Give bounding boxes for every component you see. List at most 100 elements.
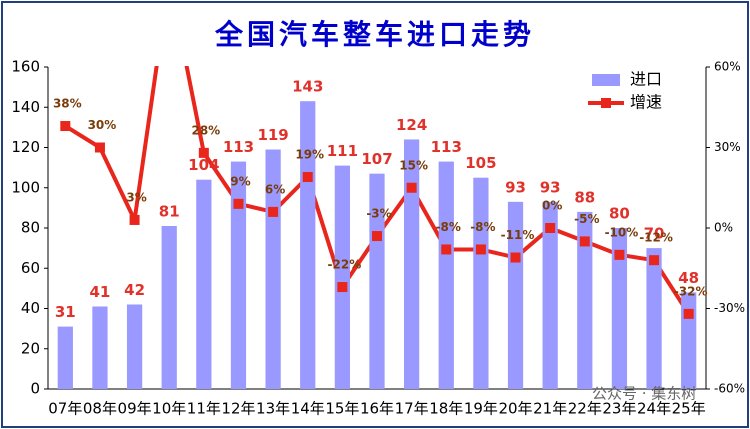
line-value-label: 9%	[230, 174, 250, 188]
bar	[57, 326, 73, 389]
legend-swatch	[601, 98, 611, 108]
line-value-label: 3%	[126, 190, 146, 204]
bar-value-label: 104	[188, 156, 219, 174]
bar-value-label: 31	[55, 303, 76, 321]
bar-value-label: 80	[609, 205, 630, 223]
bar-value-label: 70	[644, 225, 665, 243]
x-tick-label: 18年	[429, 400, 463, 418]
bar	[438, 161, 454, 389]
y2-tick-label: 30%	[714, 140, 741, 154]
x-tick-label: 15年	[325, 400, 359, 418]
y2-tick-label: 60%	[714, 60, 741, 74]
x-tick-label: 19年	[464, 400, 498, 418]
bar	[542, 201, 558, 389]
line-marker	[198, 147, 209, 158]
bar	[126, 304, 143, 389]
bar	[196, 179, 212, 389]
bar	[404, 139, 420, 389]
line-value-label: -12%	[639, 231, 673, 245]
line-value-label: -11%	[501, 228, 535, 242]
x-tick-label: 23年	[602, 400, 636, 418]
line-value-label: -32%	[674, 284, 708, 298]
bar-value-label: 93	[540, 178, 561, 196]
bar	[161, 225, 177, 389]
bar	[507, 201, 524, 389]
line-marker	[683, 308, 694, 319]
bar-value-label: 113	[431, 138, 462, 156]
line-marker	[649, 255, 660, 266]
bar	[230, 161, 247, 389]
line-marker	[337, 282, 348, 293]
x-tick-label: 09年	[118, 400, 152, 418]
line-marker	[475, 244, 486, 255]
line-marker	[233, 198, 244, 209]
x-tick-label: 22年	[568, 400, 602, 418]
y-tick-label: 20	[21, 339, 40, 357]
y-tick-label: 160	[11, 58, 40, 76]
line-marker	[302, 172, 313, 183]
bar	[646, 248, 662, 389]
bar-value-label: 105	[465, 154, 496, 172]
y2-tick-label: 0%	[714, 221, 733, 235]
bar-value-label: 42	[124, 281, 145, 299]
bar	[473, 177, 489, 389]
line-marker	[94, 142, 105, 153]
x-tick-label: 10年	[152, 400, 186, 418]
line-value-label: 0%	[542, 199, 562, 213]
line-marker	[545, 223, 556, 233]
y-tick-label: 80	[21, 219, 40, 237]
bar-value-label: 124	[396, 116, 427, 134]
bar	[300, 101, 316, 390]
bar	[681, 292, 697, 389]
bar-value-label: 41	[90, 283, 111, 301]
y-tick-label: 140	[11, 98, 40, 116]
x-tick-label: 25年	[672, 400, 706, 418]
bar-value-label: 107	[361, 150, 392, 168]
watermark: 公众号 · 集东树	[592, 385, 696, 403]
line-marker	[510, 252, 521, 263]
line-value-label: 28%	[191, 123, 220, 137]
x-tick-label: 08年	[83, 400, 117, 418]
y2-tick-label: -30%	[714, 301, 745, 315]
line-value-label: 30%	[88, 118, 117, 132]
x-tick-label: 07年	[48, 400, 82, 418]
bar	[92, 306, 108, 389]
bar-value-label: 48	[678, 269, 699, 287]
line-value-label: 15%	[399, 158, 428, 172]
line-marker	[372, 231, 382, 242]
y-tick-label: 120	[11, 138, 40, 156]
bar-value-label: 143	[292, 78, 323, 96]
line-marker	[268, 206, 279, 217]
x-tick-label: 16年	[360, 400, 394, 418]
line-marker	[614, 249, 625, 260]
line-marker	[441, 244, 452, 255]
line-value-label: 38%	[53, 97, 82, 111]
x-tick-label: 12年	[221, 400, 255, 418]
y2-tick-label: -60%	[714, 382, 745, 396]
bar	[334, 165, 350, 389]
bar	[577, 211, 593, 389]
line-value-label: -8%	[436, 220, 461, 234]
line-value-label: -8%	[470, 220, 495, 234]
line-value-label: -10%	[605, 225, 639, 239]
y-tick-label: 100	[11, 178, 40, 196]
line-value-label: -22%	[328, 258, 362, 272]
y-tick-label: 0	[30, 380, 40, 398]
line-value-label: 6%	[265, 182, 285, 196]
line-marker	[579, 236, 590, 247]
line-marker	[129, 214, 140, 225]
legend-swatch	[592, 74, 620, 86]
line-value-label: -3%	[366, 207, 391, 221]
legend-label: 增速	[630, 93, 662, 112]
x-tick-label: 17年	[395, 400, 429, 418]
line-marker	[406, 182, 417, 193]
x-tick-label: 20年	[498, 400, 532, 418]
bar-value-label: 93	[505, 178, 526, 196]
legend-label: 进口	[630, 70, 662, 89]
bar-value-label: 113	[223, 138, 254, 156]
bar	[369, 173, 385, 389]
y-tick-label: 60	[21, 259, 40, 277]
bar-value-label: 111	[327, 142, 358, 160]
y-tick-label: 40	[21, 299, 40, 317]
